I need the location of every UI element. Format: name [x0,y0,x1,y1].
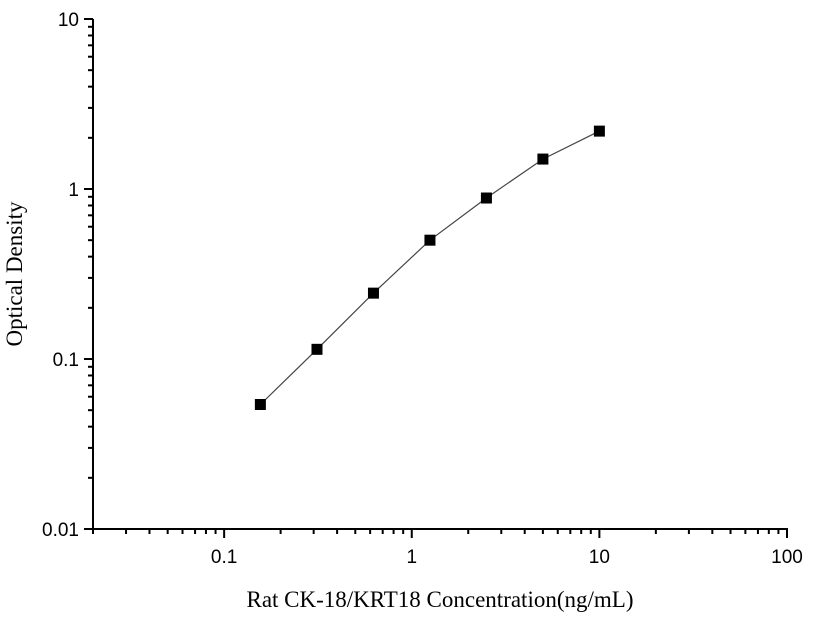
series-line [259,130,600,405]
x-tick-label: 10 [589,547,610,568]
data-point [537,153,549,165]
x-axis-label: Rat CK-18/KRT18 Concentration(ng/mL) [246,587,633,612]
data-point [254,398,266,410]
y-axis-label: Optical Density [2,201,27,346]
x-tick-label: 1 [406,547,417,568]
data-point [593,125,605,137]
x-tick-label: 0.1 [211,547,237,568]
axes [84,18,788,538]
data-point [480,192,492,204]
y-tick-label: 0.1 [53,350,79,371]
x-tick-label: 100 [771,547,803,568]
data-point [367,287,379,299]
data-point [311,343,323,355]
y-tick-label: 0.01 [42,520,79,541]
y-tick-label: 10 [58,10,79,31]
data-point [424,234,436,246]
tick-labels: 0.1 1 10 100 0.01 0.1 1 10 [42,10,803,568]
plot-area [254,125,605,410]
y-tick-label: 1 [68,180,79,201]
